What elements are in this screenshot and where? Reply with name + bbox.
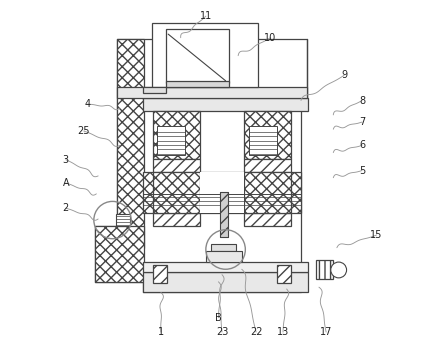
Bar (116, 214, 131, 226)
Bar (244, 213, 291, 226)
Bar (153, 265, 166, 283)
Text: 22: 22 (250, 327, 262, 337)
Text: 25: 25 (78, 126, 90, 136)
Bar (143, 262, 308, 272)
Text: 9: 9 (341, 70, 347, 80)
Bar (143, 87, 166, 93)
Text: 4: 4 (84, 99, 91, 109)
Bar (143, 272, 308, 292)
Text: 11: 11 (200, 11, 212, 21)
Text: 10: 10 (264, 33, 277, 43)
Bar (220, 192, 228, 237)
Text: 7: 7 (359, 117, 365, 127)
Bar (153, 172, 200, 213)
Text: 15: 15 (370, 230, 383, 240)
Text: B: B (215, 313, 222, 323)
Bar (143, 172, 301, 213)
Bar (143, 98, 308, 111)
Text: 1: 1 (158, 327, 164, 337)
Text: 8: 8 (359, 95, 365, 106)
Bar (166, 29, 229, 83)
Bar (244, 172, 291, 213)
Bar (278, 265, 291, 283)
Bar (153, 213, 200, 226)
Bar (244, 111, 291, 159)
Text: 6: 6 (359, 140, 365, 150)
Bar (117, 87, 307, 98)
Text: 17: 17 (320, 327, 332, 337)
Text: 23: 23 (216, 327, 228, 337)
Circle shape (331, 262, 347, 278)
Bar (244, 159, 291, 172)
Bar (95, 226, 144, 282)
Text: 2: 2 (63, 203, 69, 213)
Bar (166, 81, 229, 87)
Bar (153, 159, 200, 172)
Bar (152, 23, 258, 87)
Bar (157, 126, 186, 155)
Bar (200, 172, 244, 213)
Text: 5: 5 (359, 165, 365, 176)
Bar (249, 126, 277, 155)
Bar (153, 111, 200, 159)
Text: A: A (63, 178, 69, 188)
Bar (220, 192, 228, 237)
Text: 13: 13 (277, 327, 289, 337)
Bar (211, 244, 236, 251)
Bar (316, 260, 333, 279)
Bar (206, 251, 242, 262)
Text: 3: 3 (63, 155, 69, 165)
Bar (117, 39, 144, 248)
